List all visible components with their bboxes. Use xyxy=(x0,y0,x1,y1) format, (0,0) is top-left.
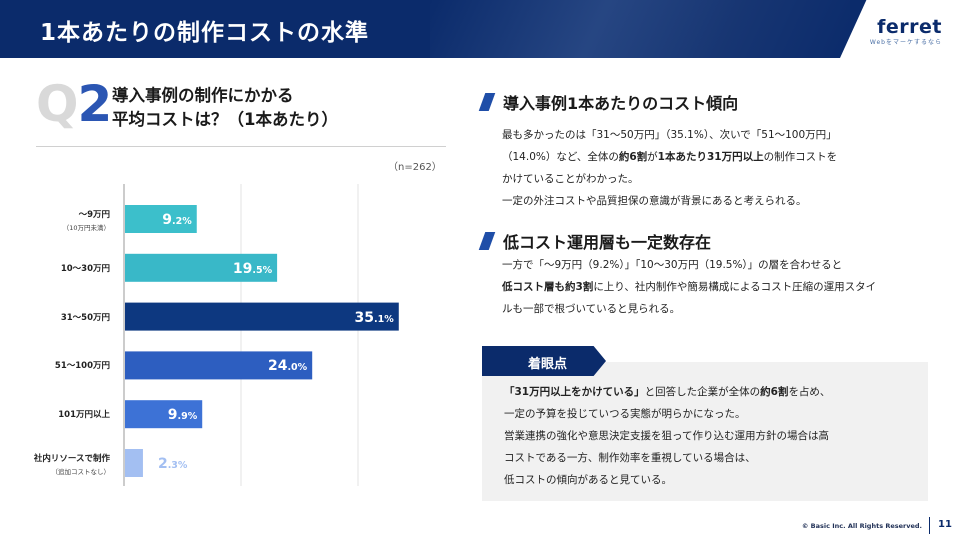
category-text: 51〜100万円 xyxy=(54,361,110,372)
data-label: 24.0% xyxy=(267,358,308,375)
header-bar: 1本あたりの制作コストの水準 ferret Webをマーケするなら xyxy=(0,0,960,58)
logo-tagline: Webをマーケするなら xyxy=(869,39,942,46)
question-divider xyxy=(36,146,446,147)
category-label: 〜9万円 （10万円未満） xyxy=(63,208,110,232)
section1-body: 最も多かったのは「31〜50万円」（35.1%）、次いで「51〜100万円」 （… xyxy=(502,124,837,212)
copyright: © Basic Inc. All Rights Reserved. xyxy=(801,522,922,530)
bar xyxy=(125,449,143,477)
question-title-line2: 平均コストは？（1本あたり） xyxy=(112,110,338,129)
focus-box xyxy=(482,362,928,501)
data-label: 2.3% xyxy=(157,456,188,472)
cost-bar-chart: 〜9万円 （10万円未満） 9.2% 10〜30万円 19.5% 31〜50万円 35.1%… xyxy=(0,180,460,490)
focus-tag: 着眼点 xyxy=(482,346,606,376)
focus-line: コストである一方、制作効率を重視している場合は、 xyxy=(504,452,756,464)
ferret-logo[interactable]: ferret Webをマーケするなら xyxy=(870,17,942,46)
bar xyxy=(125,253,278,282)
question-badge: Q2 xyxy=(36,74,113,134)
question-letter: Q xyxy=(36,75,79,133)
question-number: 2 xyxy=(77,75,113,133)
section2-line: ルも一部で根づいていると見られる。 xyxy=(502,303,681,315)
heading-slash-icon xyxy=(478,232,496,250)
question-title-line1: 導入事例の制作にかかる xyxy=(112,86,294,105)
category-label: 10〜30万円 xyxy=(61,262,110,274)
section2-body: 一方で「〜9万円（9.2%）」「10〜30万円（19.5%）」の層を合わせると … xyxy=(502,254,876,320)
category-label: 51〜100万円 xyxy=(55,359,110,371)
section2-line: 一方で「〜9万円（9.2%）」「10〜30万円（19.5%）」の層を合わせると xyxy=(502,259,843,271)
section1-line: 一定の外注コストや品質担保の意識が背景にあると考えられる。 xyxy=(502,195,807,207)
data-label: 35.1% xyxy=(354,309,394,326)
header-decoration xyxy=(430,0,850,58)
focus-line: 「31万円以上をかけている」と回答した企業が全体の約6割を占め、 xyxy=(504,386,831,398)
question-title: 導入事例の制作にかかる 平均コストは？（1本あたり） xyxy=(112,84,338,132)
bar xyxy=(125,400,203,429)
section2-heading-text: 低コスト運用層も一定数存在 xyxy=(503,233,712,252)
category-text: 10〜30万円 xyxy=(60,263,110,274)
section1-line: 最も多かったのは「31〜50万円」（35.1%）、次いで「51〜100万円」 xyxy=(502,129,837,141)
focus-line: 営業連携の強化や意思決定支援を狙って作り込む運用方針の場合は高 xyxy=(504,430,829,442)
category-subtext: （10万円未満） xyxy=(62,224,110,232)
data-label: 9.2% xyxy=(162,212,192,228)
bar xyxy=(125,205,197,233)
focus-line: 一定の予算を投じていつる実態が明らかになった。 xyxy=(504,408,746,420)
category-label: 社内リソースで制作 （追加コストなし） xyxy=(34,452,110,476)
logo-name: ferret xyxy=(877,16,942,38)
bar xyxy=(125,351,313,380)
category-text: 101万円以上 xyxy=(58,410,110,421)
data-label: 19.5% xyxy=(232,260,273,277)
sample-size-note: （n=262） xyxy=(388,162,442,173)
category-label: 31〜50万円 xyxy=(61,311,110,323)
page-number: 11 xyxy=(938,519,952,530)
focus-line: 低コストの傾向があると見ている。 xyxy=(504,474,672,486)
section1-line: かけていることがわかった。 xyxy=(502,173,639,185)
section2-line: 低コスト層も約3割に上り、社内制作や簡易構成によるコスト圧縮の運用スタイ xyxy=(502,281,877,293)
chart-canvas xyxy=(123,184,399,486)
category-subtext: （追加コストなし） xyxy=(51,468,111,476)
category-text: 〜9万円 xyxy=(78,210,110,220)
footer-divider xyxy=(929,517,930,534)
category-text: 31〜50万円 xyxy=(60,312,110,323)
section1-heading-text: 導入事例1本あたりのコスト傾向 xyxy=(503,94,739,113)
section1-line: （14.0%）など、全体の約6割が1本あたり31万円以上の制作コストを xyxy=(502,151,838,163)
category-text: 社内リソースで制作 xyxy=(33,454,110,464)
focus-body: 「31万円以上をかけている」と回答した企業が全体の約6割を占め、 一定の予算を投… xyxy=(504,381,830,491)
section2-heading: 低コスト運用層も一定数存在 xyxy=(478,229,712,253)
heading-slash-icon xyxy=(478,93,496,111)
bar xyxy=(125,302,399,331)
data-label: 9.9% xyxy=(167,407,198,424)
page-title: 1本あたりの制作コストの水準 xyxy=(40,20,370,46)
category-label: 101万円以上 xyxy=(58,408,110,420)
section1-heading: 導入事例1本あたりのコスト傾向 xyxy=(478,90,739,114)
